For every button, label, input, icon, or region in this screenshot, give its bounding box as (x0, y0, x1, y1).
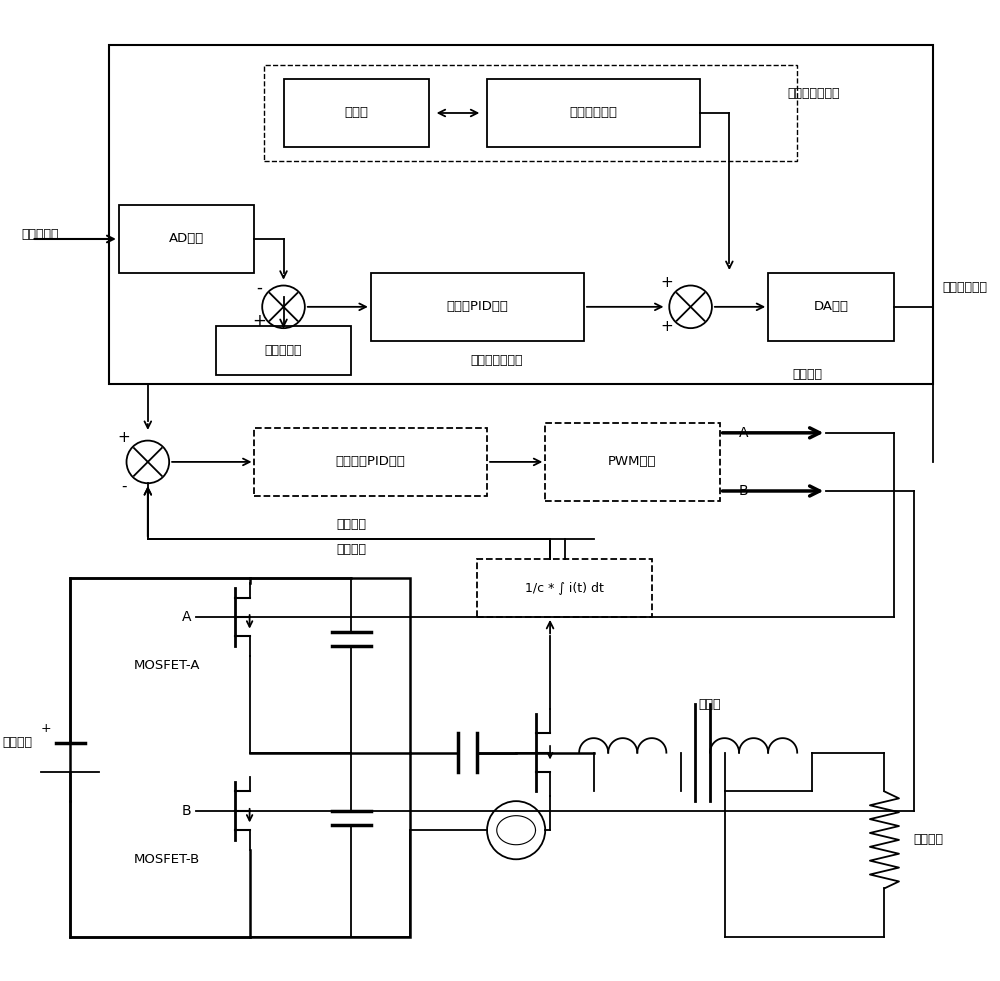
Text: 灯丝负载: 灯丝负载 (914, 834, 944, 847)
Text: +: + (660, 275, 673, 290)
Text: AD模块: AD模块 (169, 232, 204, 245)
Text: 数据处理模块: 数据处理模块 (570, 107, 618, 120)
Text: 管电流设定: 管电流设定 (265, 344, 302, 357)
Text: 微控制器: 微控制器 (792, 368, 822, 382)
Text: 灯丝电流偏差值: 灯丝电流偏差值 (471, 353, 523, 367)
Bar (254, 428, 487, 495)
Text: -: - (121, 479, 126, 493)
Text: 管电流PID模块: 管电流PID模块 (446, 300, 508, 313)
Text: 1/c * ∫ i(t) dt: 1/c * ∫ i(t) dt (525, 582, 604, 594)
Text: 灯丝电流初始值: 灯丝电流初始值 (788, 87, 840, 100)
Bar (70, 578, 410, 937)
Bar (768, 273, 894, 340)
Text: 灯丝电流PID模块: 灯丝电流PID模块 (336, 455, 406, 468)
Text: B: B (182, 803, 191, 818)
Text: 直流母线: 直流母线 (2, 737, 32, 749)
Text: 管电流反馈: 管电流反馈 (22, 228, 59, 240)
Bar (284, 79, 429, 147)
Bar (545, 423, 720, 500)
Bar (264, 65, 797, 162)
Text: MOSFET-B: MOSFET-B (134, 852, 200, 866)
Bar (487, 79, 700, 147)
Bar (119, 205, 254, 273)
Text: B: B (739, 484, 749, 498)
Text: 变压器: 变压器 (699, 697, 721, 710)
Text: +: + (41, 722, 51, 735)
Text: 灯丝电流设定: 灯丝电流设定 (943, 281, 988, 294)
Text: PWM模块: PWM模块 (608, 455, 657, 468)
Bar (216, 327, 351, 375)
Text: +: + (252, 312, 266, 331)
Bar (109, 45, 933, 385)
Text: A: A (739, 426, 749, 439)
Text: 电流反馈: 电流反馈 (336, 518, 366, 532)
Bar (477, 559, 652, 617)
Text: +: + (117, 431, 130, 445)
Text: -: - (256, 279, 262, 296)
Text: DA模块: DA模块 (814, 300, 849, 313)
Text: +: + (660, 319, 673, 334)
Bar (371, 273, 584, 340)
Text: 存储器: 存储器 (344, 107, 368, 120)
Text: A: A (182, 610, 191, 624)
Text: 电流反馈: 电流反馈 (336, 542, 366, 555)
Text: MOSFET-A: MOSFET-A (134, 659, 200, 672)
